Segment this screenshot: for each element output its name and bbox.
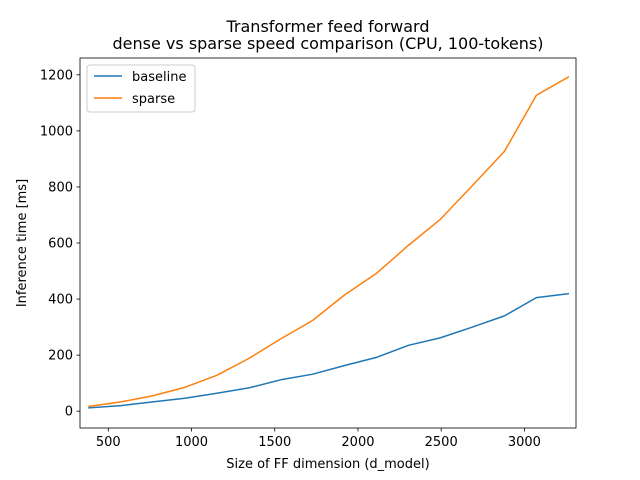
y-tick-label: 800	[48, 180, 73, 195]
legend: baseline sparse	[86, 64, 196, 113]
x-axis-label: Size of FF dimension (d_model)	[226, 457, 429, 472]
x-tick-label: 1500	[258, 435, 291, 450]
y-tick-label: 1000	[40, 124, 73, 139]
series-layer	[88, 76, 570, 409]
legend-label-baseline: baseline	[132, 70, 186, 85]
y-tick-label: 600	[48, 237, 73, 252]
y-tick-label: 0	[65, 405, 73, 420]
y-axis: 0 200 400 600 800 1000 1200	[40, 68, 80, 420]
series-line-baseline	[88, 292, 570, 409]
x-tick-label: 3000	[508, 435, 541, 450]
chart-title: Transformer feed forward	[226, 17, 430, 36]
x-tick-label: 2500	[425, 435, 458, 450]
chart-subtitle: dense vs sparse speed comparison (CPU, 1…	[113, 34, 544, 53]
y-tick-label: 200	[48, 349, 73, 364]
series-line-sparse	[88, 76, 570, 408]
y-tick-label: 400	[48, 293, 73, 308]
plot-area	[80, 58, 576, 428]
y-axis-label: Inference time [ms]	[15, 179, 30, 307]
x-tick-label: 500	[96, 435, 121, 450]
x-tick-label: 2000	[341, 435, 374, 450]
x-axis: 500 1000 1500 2000 2500 3000	[96, 428, 541, 450]
legend-label-sparse: sparse	[132, 92, 175, 107]
y-tick-label: 1200	[40, 68, 73, 83]
x-tick-label: 1000	[175, 435, 208, 450]
